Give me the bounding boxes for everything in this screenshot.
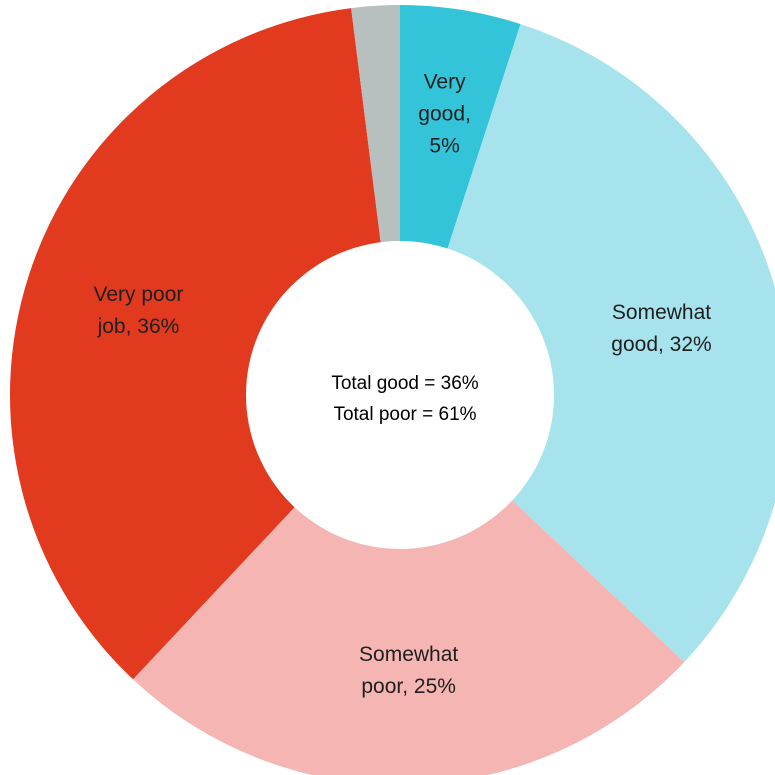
slice-somewhat-poor (133, 395, 685, 775)
slice-somewhat-good (400, 24, 775, 662)
center-summary: Total good = 36% Total poor = 61% (331, 373, 478, 425)
slice-label-line: Somewhat (359, 643, 458, 666)
slice-label-line: job, 36% (97, 315, 180, 338)
slice-label-line: Somewhat (612, 301, 711, 324)
slice-label-somewhat-poor: Somewhat poor, 25% (359, 643, 458, 698)
donut-hole (246, 241, 554, 549)
center-text-total-good: Total good = 36% (331, 373, 478, 394)
donut-slices (9, 5, 775, 775)
center-text-total-poor: Total poor = 61% (333, 404, 476, 425)
slice-label-line: good, (418, 103, 471, 126)
slice-labels: Very good, 5% Somewhat good, 32% Somewhat poor… (94, 71, 712, 698)
slice-label-line: Very (424, 71, 467, 94)
slice-label-line: Very poor (94, 283, 184, 306)
slice-label-line: 5% (429, 135, 459, 158)
slice-label-very-poor-job: Very poor job, 36% (94, 283, 184, 338)
slice-label-somewhat-good: Somewhat good, 32% (611, 301, 711, 356)
slice-label-very-good: Very good, 5% (418, 71, 471, 158)
slice-very-poor-job (9, 8, 401, 680)
slice-label-line: poor, 25% (361, 675, 456, 698)
slice-label-line: good, 32% (611, 333, 711, 356)
